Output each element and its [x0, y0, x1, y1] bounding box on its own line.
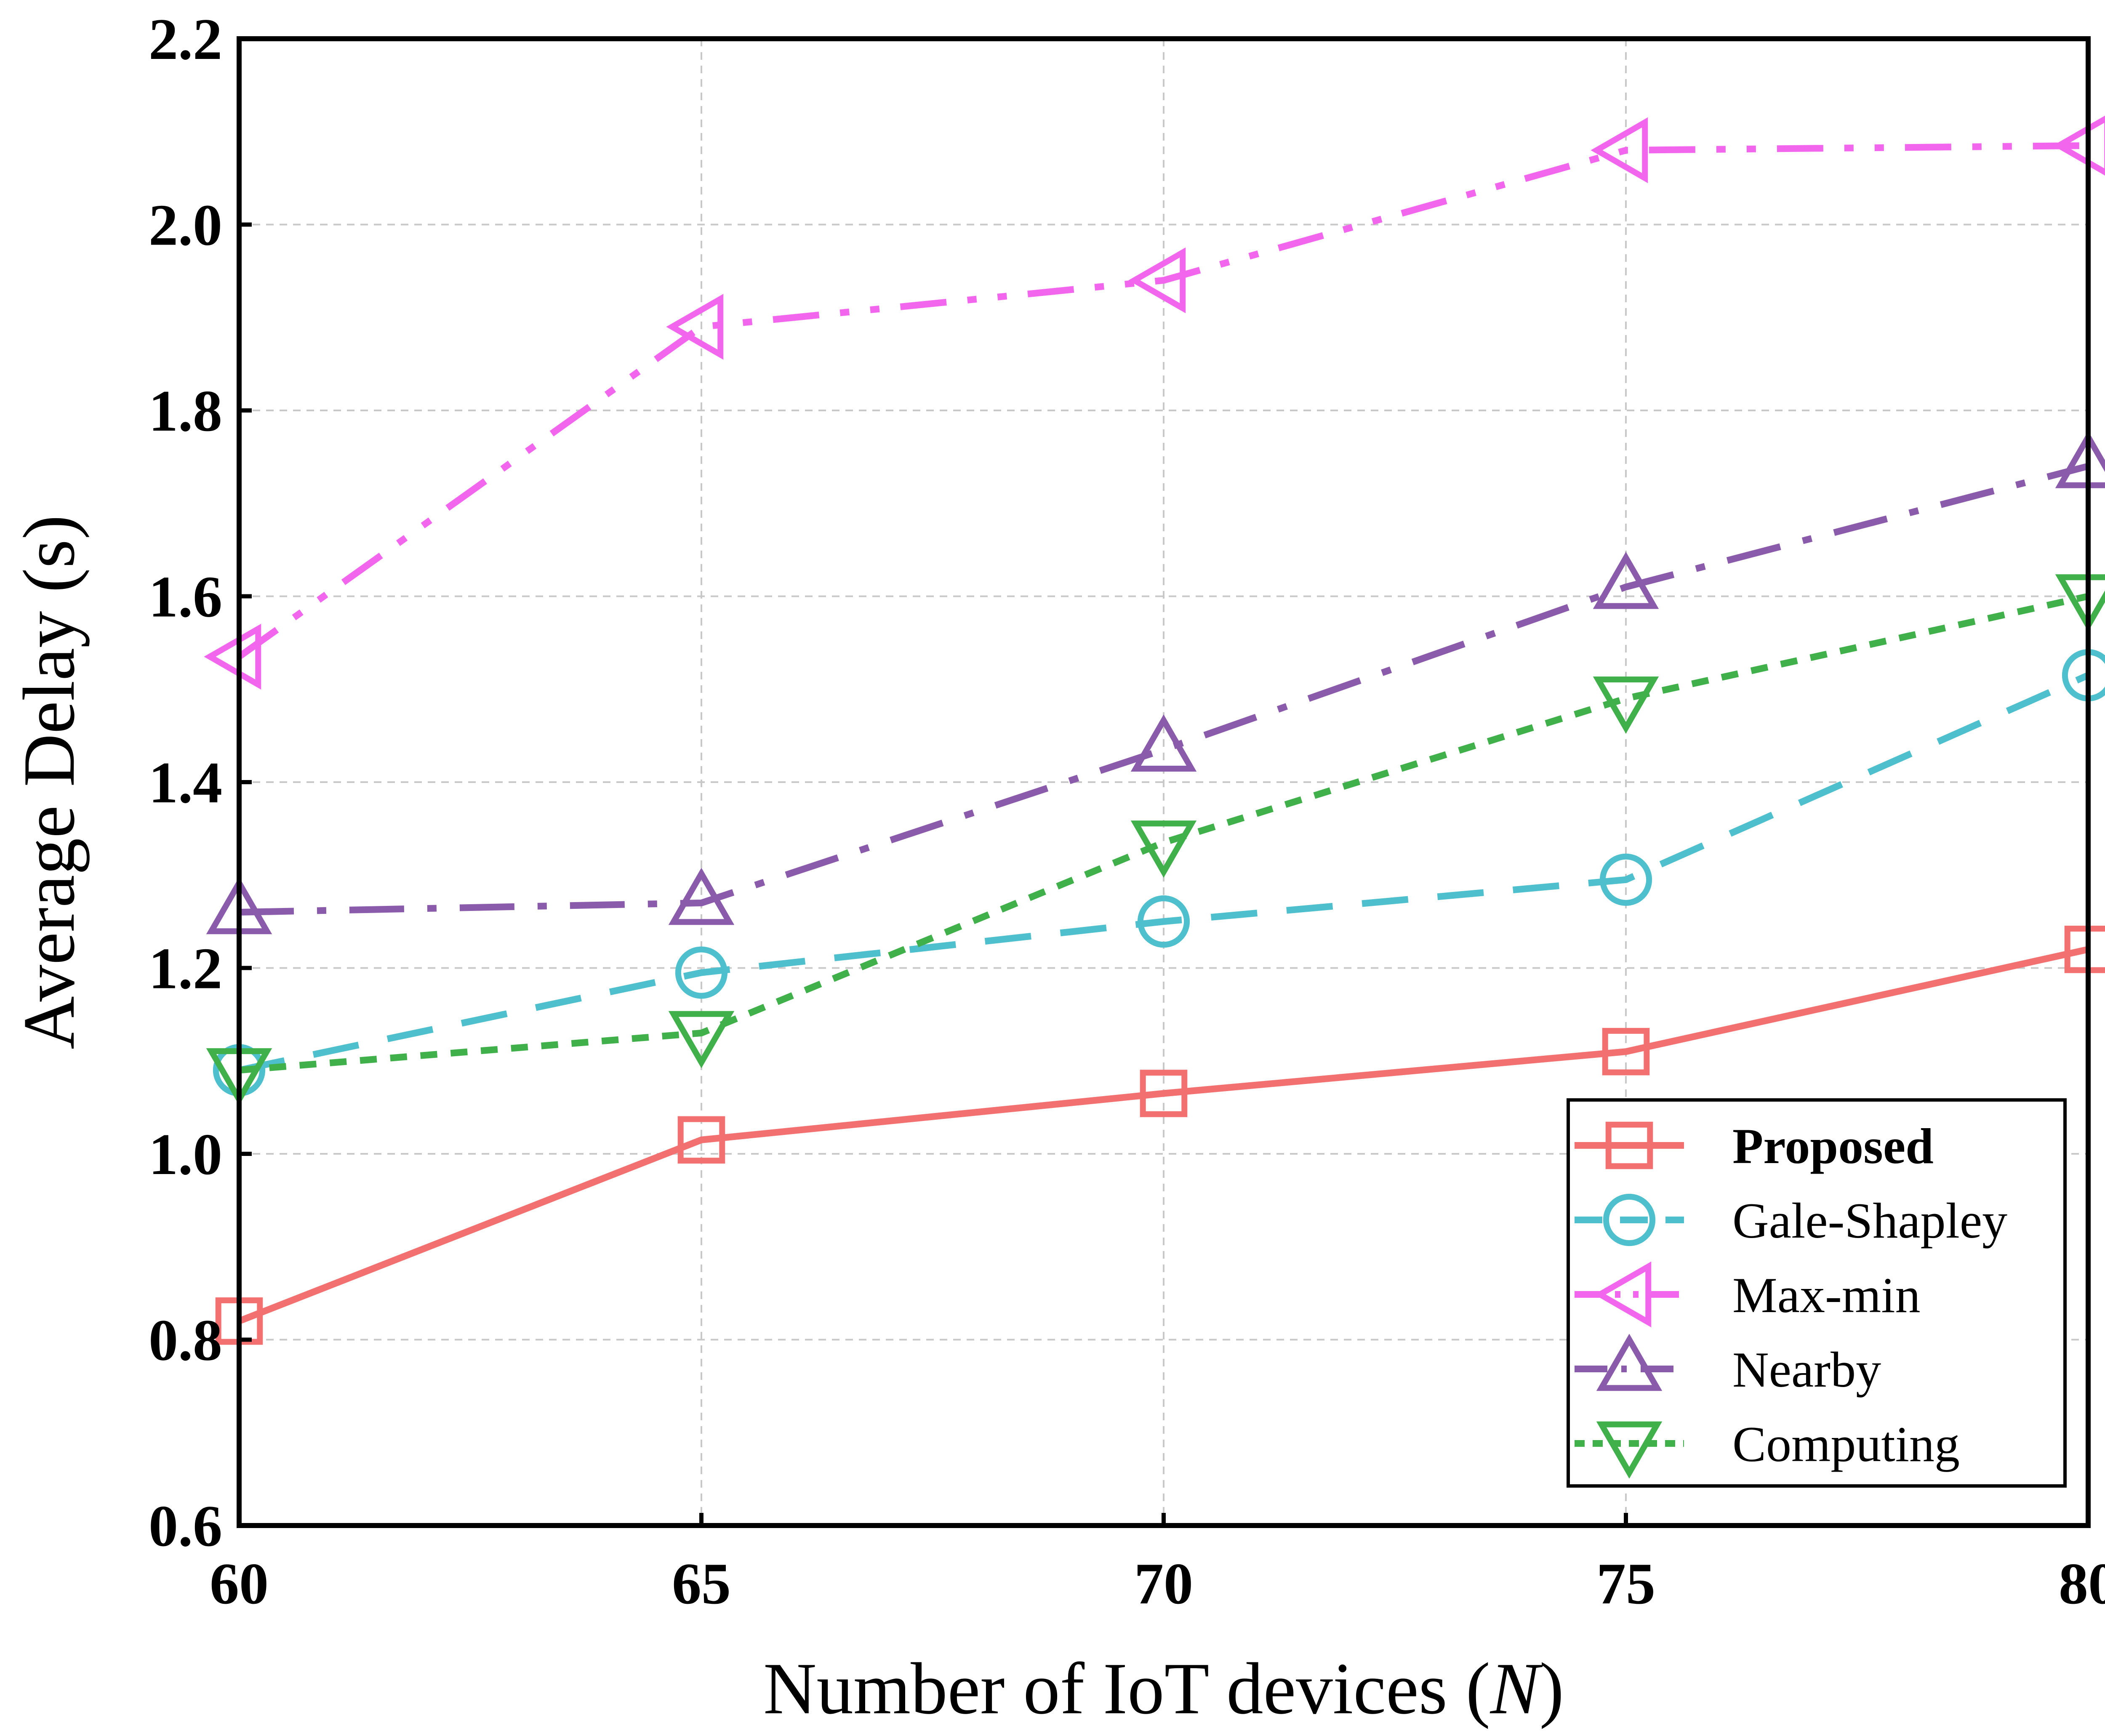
- series-proposed: [215, 926, 2105, 1345]
- data-point: [1137, 895, 1190, 948]
- axis-labels: Number of IoT devices (N) Average Delay (…: [8, 515, 1564, 1729]
- x-tick-label: 70: [1134, 1551, 1193, 1616]
- axis-ticks: 60 65 70 75 80 0.6 0.8 1.0 1.2 1.4 1.6 1.8 2.0 2.2: [149, 7, 2105, 1616]
- data-point: [1591, 117, 1648, 184]
- x-tick-label: 80: [2059, 1551, 2105, 1616]
- data-point: [1140, 1070, 1188, 1117]
- data-point: [1593, 676, 1659, 734]
- legend-label: Nearby: [1732, 1342, 1881, 1398]
- legend: Proposed Gale-Shapley Max-min Nearby Computi…: [1567, 1098, 2067, 1488]
- data-point: [675, 946, 728, 999]
- data-point: [1599, 853, 1652, 906]
- series-line: [239, 463, 2089, 916]
- x-tick-label: 65: [672, 1551, 731, 1616]
- legend-marker: [1603, 1193, 1656, 1246]
- series-max-min: [204, 115, 2105, 690]
- y-tick-label: 2.2: [149, 7, 222, 72]
- series-line: [238, 672, 2090, 1074]
- y-tick-label: 1.0: [149, 1122, 222, 1187]
- data-point: [1593, 551, 1659, 609]
- legend-label: Computing: [1732, 1416, 1960, 1472]
- legend-entry: Proposed: [1575, 1118, 1934, 1174]
- y-tick-label: 2.0: [149, 193, 222, 258]
- data-point: [668, 868, 735, 925]
- series-group: [204, 115, 2105, 1345]
- y-axis-label: Average Delay (s): [8, 515, 90, 1049]
- y-tick-label: 1.6: [149, 564, 222, 630]
- legend-entry: Gale-Shapley: [1575, 1193, 2007, 1249]
- legend-label: Proposed: [1732, 1118, 1934, 1174]
- data-point: [1128, 247, 1186, 314]
- data-point: [666, 294, 724, 360]
- legend-entry: Computing: [1575, 1416, 1960, 1479]
- y-tick-label: 1.8: [149, 378, 222, 444]
- legend-entry: Max-min: [1575, 1261, 1921, 1328]
- y-tick-label: 1.2: [149, 936, 222, 1001]
- series-line: [237, 142, 2089, 660]
- data-point: [204, 623, 261, 690]
- legend-marker: [1594, 1261, 1652, 1328]
- series-nearby: [206, 431, 2105, 935]
- data-point: [677, 1116, 725, 1164]
- data-point: [2053, 115, 2105, 176]
- y-tick-label: 1.4: [149, 750, 222, 815]
- x-axis-label: Number of IoT devices (N): [763, 1648, 1564, 1729]
- series-line: [239, 593, 2089, 1074]
- data-point: [1130, 820, 1197, 878]
- series-line: [238, 946, 2089, 1324]
- legend-marker: [1596, 1334, 1663, 1391]
- legend-label: Max-min: [1732, 1267, 1921, 1323]
- x-tick-label: 60: [210, 1551, 269, 1616]
- data-point: [1602, 1028, 1650, 1076]
- legend-marker: [1605, 1121, 1653, 1169]
- legend-label: Gale-Shapley: [1732, 1193, 2007, 1249]
- data-point: [1130, 714, 1197, 772]
- legend-marker: [1596, 1421, 1663, 1479]
- y-tick-label: 0.8: [149, 1308, 222, 1373]
- legend-entry: Nearby: [1575, 1334, 1881, 1398]
- y-tick-label: 0.6: [149, 1494, 222, 1559]
- data-point: [668, 1011, 735, 1068]
- x-tick-label: 75: [1596, 1551, 1655, 1616]
